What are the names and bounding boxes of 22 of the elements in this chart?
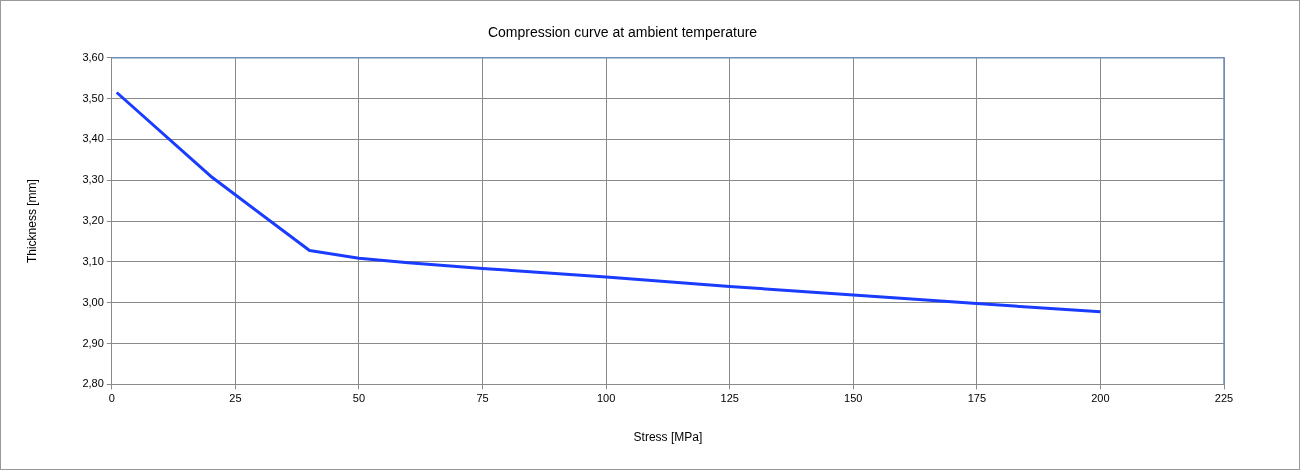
x-tick-label: 0	[108, 392, 115, 405]
y-tick-label: 3,10	[82, 254, 104, 267]
y-tick-label: 3,00	[82, 295, 104, 308]
chart-title: Compression curve at ambient temperature	[487, 24, 758, 41]
x-axis-title: Stress [MPa]	[633, 430, 703, 445]
y-tick-label: 3,40	[82, 132, 104, 145]
x-tick-label: 50	[352, 392, 366, 405]
y-tick-label: 3,60	[82, 50, 104, 63]
x-tick-label: 150	[844, 392, 863, 405]
y-tick-label: 3,50	[82, 91, 104, 104]
y-tick-label: 2,90	[82, 336, 104, 349]
y-tick-label: 3,30	[82, 173, 104, 186]
x-tick-label: 175	[967, 392, 987, 405]
y-tick-label: 2,80	[82, 377, 104, 390]
x-tick-label: 25	[229, 392, 242, 405]
x-tick-label: 125	[720, 392, 739, 405]
y-axis-title: Thickness [mm]	[24, 179, 39, 264]
x-tick-label: 75	[476, 392, 489, 405]
x-tick-label: 225	[1214, 392, 1234, 405]
x-tick-label: 100	[596, 392, 616, 405]
y-tick-label: 3,20	[82, 214, 104, 227]
x-tick-label: 200	[1091, 392, 1110, 405]
